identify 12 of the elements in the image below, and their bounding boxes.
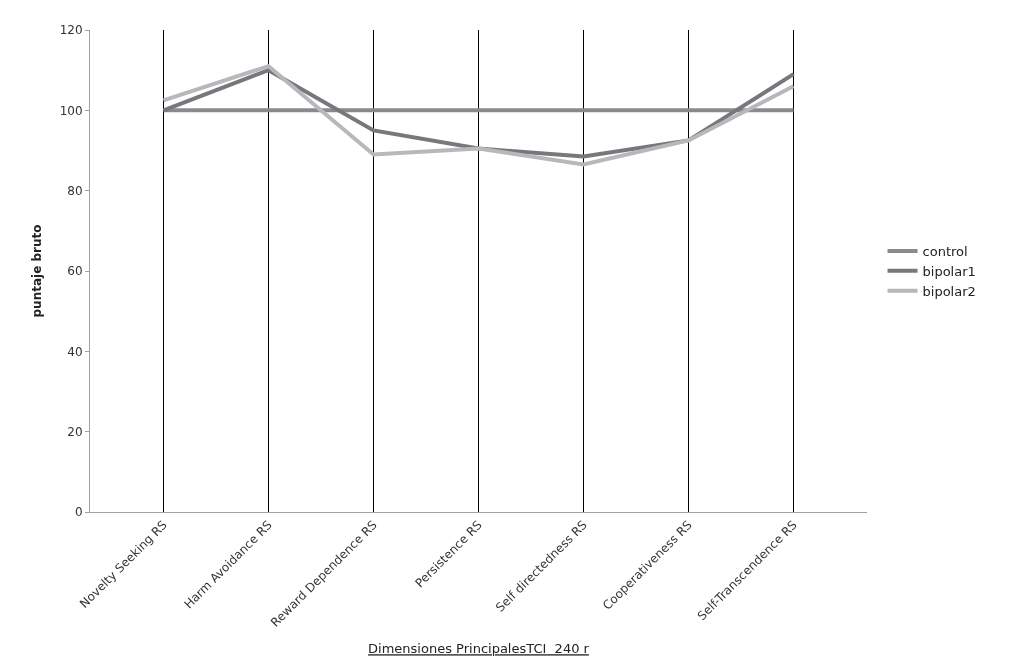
y-tick-label: 60 <box>67 264 83 279</box>
y-tick-label: 100 <box>59 103 83 118</box>
legend-label: control <box>922 244 968 260</box>
y-tick-label: 120 <box>59 23 83 38</box>
legend-label: bipolar1 <box>922 263 976 279</box>
y-tick-label: 20 <box>67 424 83 439</box>
x-axis-title: Dimensiones PrincipalesTCI 240 r <box>368 641 590 657</box>
y-tick-label: 0 <box>74 505 83 520</box>
y-tick-label: 40 <box>67 344 83 359</box>
y-axis-title: puntaje bruto <box>29 224 44 318</box>
legend-label: bipolar2 <box>922 283 976 299</box>
y-tick-label: 80 <box>67 183 83 198</box>
